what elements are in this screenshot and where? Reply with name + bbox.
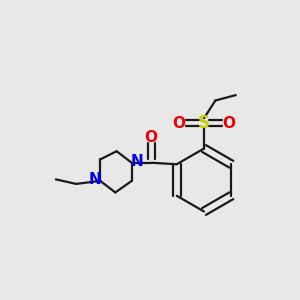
Text: N: N — [88, 172, 101, 188]
Text: O: O — [172, 116, 185, 130]
Text: N: N — [131, 154, 143, 169]
Text: S: S — [198, 114, 210, 132]
Text: O: O — [223, 116, 236, 130]
Text: O: O — [145, 130, 158, 145]
